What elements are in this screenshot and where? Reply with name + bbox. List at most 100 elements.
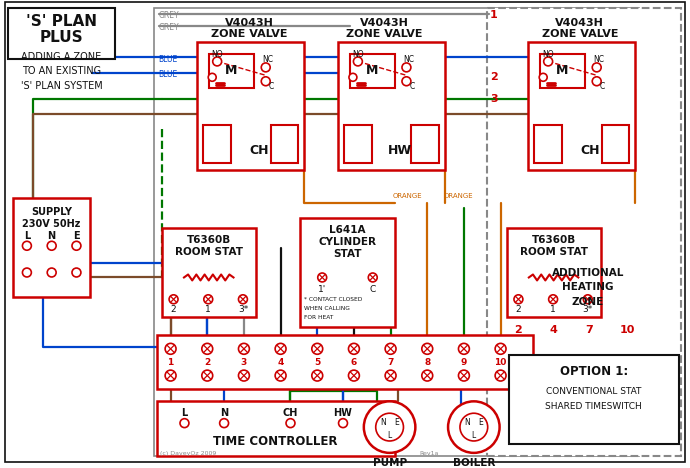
Text: N: N: [48, 231, 56, 241]
Bar: [157, 402, 395, 456]
Text: 3*: 3*: [238, 305, 248, 314]
Circle shape: [72, 268, 81, 277]
Bar: [161, 228, 256, 317]
Text: ROOM STAT: ROOM STAT: [520, 247, 588, 257]
Circle shape: [169, 295, 178, 304]
Circle shape: [275, 344, 286, 354]
Circle shape: [208, 73, 216, 81]
Text: ADDING A ZONE
TO AN EXISTING
'S' PLAN SYSTEM: ADDING A ZONE TO AN EXISTING 'S' PLAN SY…: [21, 51, 102, 91]
Text: 3*: 3*: [582, 305, 593, 314]
Circle shape: [339, 419, 348, 428]
Text: NO: NO: [211, 50, 223, 59]
Text: * CONTACT CLOSED: * CONTACT CLOSED: [304, 297, 363, 302]
Text: 2: 2: [515, 305, 521, 314]
Circle shape: [495, 370, 506, 381]
Circle shape: [422, 370, 433, 381]
Circle shape: [72, 241, 81, 250]
Circle shape: [402, 63, 411, 72]
Text: ZONE VALVE: ZONE VALVE: [542, 29, 618, 39]
Bar: [411, 125, 439, 162]
Circle shape: [239, 344, 249, 354]
Circle shape: [262, 63, 270, 72]
Circle shape: [204, 295, 213, 304]
Bar: [209, 53, 254, 88]
Text: OPTION 1:: OPTION 1:: [560, 365, 628, 378]
Text: ORANGE: ORANGE: [444, 193, 474, 199]
Circle shape: [364, 402, 415, 453]
Text: 4: 4: [277, 358, 284, 367]
Text: 'S' PLAN: 'S' PLAN: [26, 15, 97, 29]
Circle shape: [353, 57, 362, 66]
Text: ORANGE: ORANGE: [393, 193, 422, 199]
Circle shape: [239, 295, 248, 304]
Text: T6360B: T6360B: [531, 235, 575, 245]
Text: PUMP: PUMP: [373, 458, 406, 468]
Circle shape: [23, 241, 31, 250]
Circle shape: [376, 413, 404, 441]
Text: CONVENTIONAL STAT: CONVENTIONAL STAT: [546, 387, 642, 396]
Text: N: N: [220, 408, 228, 418]
Circle shape: [349, 73, 357, 81]
Text: V4043H: V4043H: [555, 18, 604, 28]
Text: 3: 3: [490, 94, 497, 104]
Bar: [529, 42, 635, 170]
Circle shape: [286, 419, 295, 428]
Text: 10: 10: [495, 358, 506, 367]
Text: 1': 1': [318, 285, 326, 294]
Bar: [486, 8, 681, 456]
Text: 6: 6: [351, 358, 357, 367]
Circle shape: [275, 370, 286, 381]
Text: C: C: [600, 82, 605, 91]
Text: GREY: GREY: [159, 23, 179, 32]
Text: ZONE VALVE: ZONE VALVE: [210, 29, 287, 39]
Text: 2: 2: [515, 325, 522, 335]
Bar: [157, 335, 533, 389]
Text: L: L: [388, 431, 392, 439]
Bar: [509, 355, 679, 444]
Text: L: L: [181, 408, 188, 418]
Text: NO: NO: [352, 50, 364, 59]
Text: L: L: [472, 431, 476, 439]
Text: 5: 5: [314, 358, 320, 367]
Text: NC: NC: [262, 55, 273, 64]
Bar: [344, 125, 372, 162]
Bar: [338, 42, 445, 170]
Text: GREY: GREY: [159, 11, 179, 20]
Text: M: M: [556, 65, 569, 77]
Text: 1: 1: [206, 305, 211, 314]
Text: CH: CH: [249, 144, 268, 157]
Bar: [204, 125, 231, 162]
Text: BOILER: BOILER: [453, 458, 495, 468]
Bar: [506, 228, 601, 317]
Text: N: N: [380, 417, 386, 427]
Text: 1: 1: [550, 305, 556, 314]
Bar: [270, 125, 298, 162]
Circle shape: [458, 344, 469, 354]
Text: BLUE: BLUE: [159, 55, 178, 64]
Text: PLUS: PLUS: [40, 30, 83, 45]
Text: CYLINDER: CYLINDER: [319, 237, 377, 247]
Text: 9: 9: [461, 358, 467, 367]
Text: HW: HW: [388, 144, 411, 157]
Circle shape: [201, 344, 213, 354]
Text: ZONE VALVE: ZONE VALVE: [346, 29, 423, 39]
Circle shape: [385, 344, 396, 354]
Circle shape: [312, 344, 323, 354]
Text: 7: 7: [387, 358, 394, 367]
Bar: [154, 8, 640, 456]
Circle shape: [348, 344, 359, 354]
Text: V4043H: V4043H: [224, 18, 273, 28]
Text: SUPPLY: SUPPLY: [31, 207, 72, 217]
Text: 1: 1: [168, 358, 174, 367]
Text: CH: CH: [580, 144, 600, 157]
Text: BLUE: BLUE: [159, 70, 178, 79]
Text: SHARED TIMESWITCH: SHARED TIMESWITCH: [545, 402, 642, 411]
Bar: [534, 125, 562, 162]
Circle shape: [239, 370, 249, 381]
Circle shape: [348, 370, 359, 381]
Circle shape: [165, 370, 176, 381]
Bar: [13, 198, 90, 297]
Circle shape: [592, 77, 601, 86]
Circle shape: [583, 295, 592, 304]
Circle shape: [180, 419, 189, 428]
